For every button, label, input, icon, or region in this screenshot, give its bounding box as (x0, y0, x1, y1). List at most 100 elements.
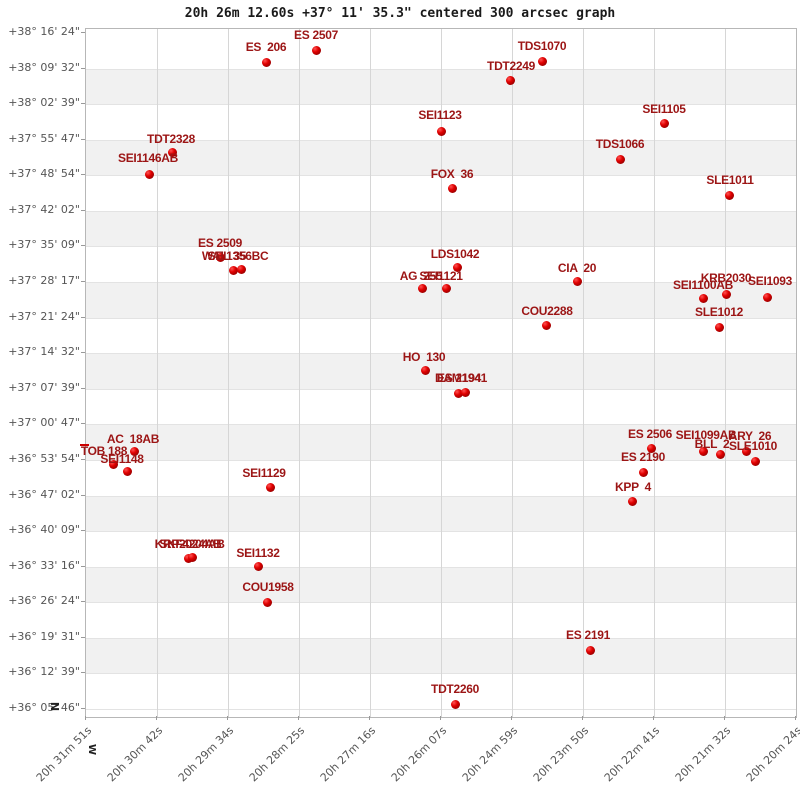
star-point[interactable] (236, 264, 246, 274)
star-point[interactable] (453, 388, 463, 398)
star-label: SLE1010 (729, 439, 777, 453)
y-tick-label: +38° 16' 24" (8, 25, 80, 38)
star-point[interactable] (122, 466, 132, 476)
star-point[interactable] (698, 293, 708, 303)
star-point[interactable] (638, 467, 648, 477)
star-point[interactable] (715, 449, 725, 459)
star-point[interactable] (417, 283, 427, 293)
star-point[interactable] (741, 446, 751, 456)
y-tickmark (81, 494, 85, 496)
star-label: SEI1129 (242, 466, 286, 480)
x-tickmark (227, 716, 228, 720)
star-label: KRP2024AB (154, 537, 222, 551)
v-gridline (583, 29, 584, 717)
y-tickmark (81, 636, 85, 638)
v-gridline (441, 29, 442, 717)
y-tickmark (81, 565, 85, 567)
star-label: DAM1941 (435, 371, 487, 385)
star-label: KRB2030 (700, 271, 752, 285)
star-point[interactable] (698, 446, 708, 456)
v-gridline (654, 29, 655, 717)
star-point[interactable] (505, 75, 515, 85)
star-point[interactable] (447, 183, 457, 193)
star-label: SEI1356BC (207, 249, 269, 263)
y-tick-label: +37° 00' 47" (8, 416, 80, 430)
star-point[interactable] (215, 252, 225, 262)
chart-title: 20h 26m 12.60s +37° 11' 35.3" centered 3… (184, 6, 616, 21)
star-point[interactable] (572, 276, 582, 286)
star-point[interactable] (714, 322, 724, 332)
y-tickmark (81, 423, 85, 425)
y-tick-label: +36° 33' 16" (8, 558, 80, 572)
star-label: TOB 188 (80, 444, 128, 458)
star-point[interactable] (436, 126, 446, 136)
star-point[interactable] (167, 147, 177, 157)
star-label: CIA 20 (557, 261, 597, 275)
star-label: ARY 26 (728, 429, 772, 443)
y-tickmark (81, 672, 85, 674)
star-point[interactable] (129, 446, 139, 456)
plot-area (85, 28, 797, 718)
star-point[interactable] (537, 56, 547, 66)
star-point[interactable] (311, 45, 321, 55)
star-point[interactable] (253, 561, 263, 571)
star-point[interactable] (108, 459, 118, 469)
star-label: ES 2507 (294, 28, 338, 42)
star-label: SEI1123 (418, 108, 462, 122)
x-tickmark (795, 716, 796, 720)
star-point[interactable] (585, 645, 595, 655)
star-label: TDS1066 (595, 137, 645, 151)
star-label: ES 206 (245, 40, 287, 54)
y-tick-label: +37° 07' 39" (8, 380, 80, 394)
star-point[interactable] (750, 456, 760, 466)
star-point[interactable] (762, 292, 772, 302)
star-point[interactable] (541, 320, 551, 330)
y-tick-label: +37° 55' 47" (8, 131, 80, 145)
y-tick-label: +37° 35' 09" (8, 238, 80, 252)
west-marker: W (86, 743, 98, 756)
y-tickmark (81, 245, 85, 247)
star-label: WAL 35 (201, 249, 247, 263)
y-tickmark (81, 601, 85, 603)
y-tick-label: +36° 47' 02" (8, 487, 80, 501)
v-gridline (512, 29, 513, 717)
star-point[interactable] (187, 552, 197, 562)
star-point[interactable] (452, 262, 462, 272)
x-tickmark (298, 716, 299, 720)
y-tickmark (81, 209, 85, 211)
star-label: SEI1099AB (675, 428, 737, 442)
star-point[interactable] (659, 118, 669, 128)
x-tickmark (369, 716, 370, 720)
star-point[interactable] (441, 283, 451, 293)
star-label: TDT2328 (147, 132, 195, 146)
star-point[interactable] (721, 289, 731, 299)
star-point[interactable] (144, 169, 154, 179)
y-tick-label: +37° 48' 54" (8, 167, 80, 181)
x-tickmark (724, 716, 725, 720)
star-point[interactable] (646, 443, 656, 453)
y-tick-label: +36° 40' 09" (8, 523, 80, 537)
x-tickmark (511, 716, 512, 720)
star-label: SLE1011 (706, 173, 754, 187)
star-point[interactable] (460, 387, 470, 397)
star-point[interactable] (627, 496, 637, 506)
star-label: SEI1100AB (672, 278, 734, 292)
star-point[interactable] (420, 365, 430, 375)
y-tickmark (81, 67, 85, 69)
star-point[interactable] (724, 190, 734, 200)
star-point[interactable] (262, 597, 272, 607)
star-point[interactable] (450, 699, 460, 709)
star-point[interactable] (261, 57, 271, 67)
v-gridline (157, 29, 158, 717)
star-point[interactable] (228, 265, 238, 275)
star-point[interactable] (615, 154, 625, 164)
y-tickmark (81, 103, 85, 105)
y-tick-label: +37° 28' 17" (8, 274, 80, 288)
y-tick-label: +38° 02' 39" (8, 96, 80, 110)
x-tickmark (85, 716, 86, 720)
star-point[interactable] (265, 482, 275, 492)
v-gridline (370, 29, 371, 717)
y-tickmark (81, 530, 85, 532)
north-marker: N (48, 701, 62, 712)
